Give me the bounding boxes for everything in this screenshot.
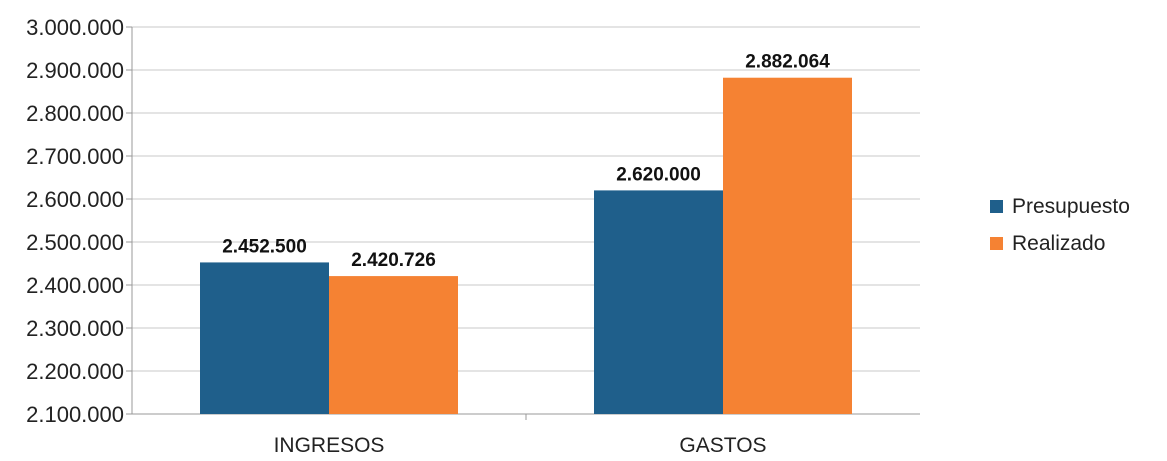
y-tick-label: 2.300.000 xyxy=(26,316,124,341)
legend-label: Presupuesto xyxy=(1012,195,1130,218)
bar-realizado-ingresos xyxy=(329,276,458,414)
data-labels: 2.452.500 2.420.726 2.620.000 2.882.064 xyxy=(222,52,830,271)
y-tick-label: 2.200.000 xyxy=(26,359,124,384)
y-tick-label: 2.900.000 xyxy=(26,58,124,83)
bar-presupuesto-gastos xyxy=(594,190,723,414)
axes: 2.100.000 2.200.000 2.300.000 2.400.000 2.50… xyxy=(26,15,920,457)
bar-realizado-gastos xyxy=(723,77,852,415)
legend: Presupuesto Realizado xyxy=(990,195,1130,255)
y-tick-label: 2.100.000 xyxy=(26,402,124,427)
y-tick-label: 2.700.000 xyxy=(26,144,124,169)
y-tick-label: 2.500.000 xyxy=(26,230,124,255)
legend-swatch-realizado xyxy=(990,237,1003,250)
y-tick-label: 2.800.000 xyxy=(26,101,124,126)
y-tick-label: 3.000.000 xyxy=(26,15,124,40)
data-label: 2.452.500 xyxy=(222,236,307,257)
data-label: 2.882.064 xyxy=(745,52,830,73)
bars xyxy=(200,77,852,415)
y-tick-label: 2.400.000 xyxy=(26,273,124,298)
legend-label: Realizado xyxy=(1012,232,1105,255)
legend-swatch-presupuesto xyxy=(990,200,1003,213)
y-tick-label: 2.600.000 xyxy=(26,187,124,212)
data-label: 2.420.726 xyxy=(351,250,436,271)
bar-presupuesto-ingresos xyxy=(200,262,329,414)
x-category-label: INGRESOS xyxy=(274,434,385,457)
data-label: 2.620.000 xyxy=(616,164,701,185)
x-category-label: GASTOS xyxy=(679,434,766,457)
